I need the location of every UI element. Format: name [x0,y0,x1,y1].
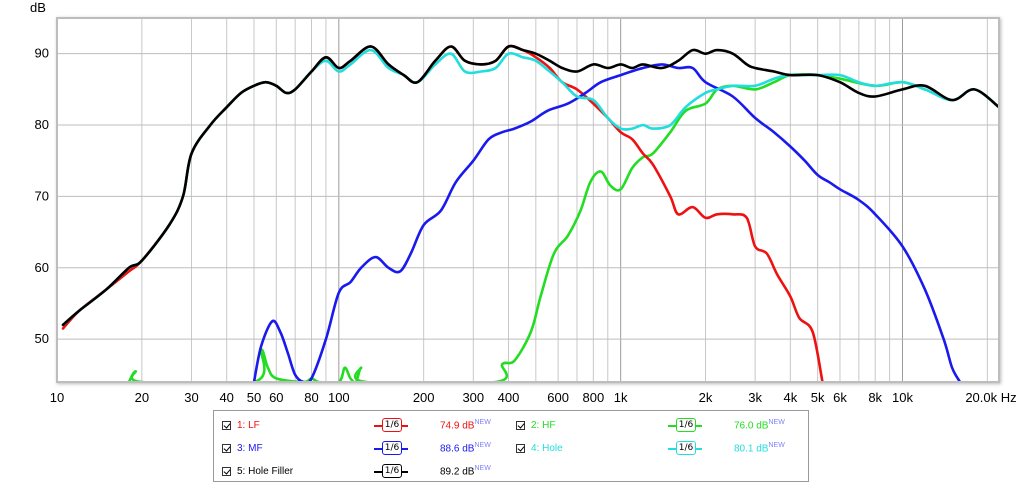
checkbox-icon[interactable] [516,420,525,430]
legend-label: 1: LF [237,419,260,431]
legend-label: 2: HF [531,419,556,431]
smoothing-button-hole-filler[interactable]: 1/6 [374,464,408,478]
legend-panel: 1: LF 1/6 74.9 dBNEW 2: HF 1/6 76.0 dBNE… [213,410,809,482]
level-hole: 80.1 dBNEW [734,442,785,455]
legend-entry-lf[interactable]: 1: LF [222,417,260,433]
x-tick-labels: 10 20 30 40 50 60 80 100 200 300 400 600 800 1k 2k 3k 4k… [50,390,1017,405]
x-tick-label: 8k [868,390,882,405]
x-tick-label: 2k [699,390,713,405]
x-tick-label: 5k [811,390,825,405]
series-line-5-hole-filler [61,44,998,327]
legend-label: 4: Hole [531,442,563,454]
smoothing-button-hole[interactable]: 1/6 [668,441,702,455]
checkbox-icon[interactable] [222,443,231,453]
y-axis-label: dB [30,0,46,15]
x-tick-label: 4k [783,390,797,405]
legend-label: 3: MF [237,442,263,454]
x-tick-label: 40 [219,390,233,405]
level-lf: 74.9 dBNEW [440,419,491,432]
x-tick-label: 30 [184,390,198,405]
checkbox-icon[interactable] [222,420,231,430]
y-tick-label: 50 [35,331,49,346]
x-tick-label: 300 [462,390,484,405]
series-group [61,44,998,381]
x-tick-label: 400 [498,390,520,405]
checkbox-icon[interactable] [222,466,231,476]
legend-entry-hole[interactable]: 4: Hole [516,440,563,456]
x-tick-label: 20 [135,390,149,405]
y-tick-label: 70 [35,188,49,203]
x-tick-label: 6k [833,390,847,405]
x-tick-label: 50 [247,390,261,405]
x-tick-label: 60 [269,390,283,405]
legend-entry-hf[interactable]: 2: HF [516,417,555,433]
legend-entry-hole-filler[interactable]: 5: Hole Filler [222,463,293,479]
checkbox-icon[interactable] [516,443,525,453]
x-tick-label: 100 [328,390,350,405]
x-tick-label: 10 [50,390,64,405]
x-tick-label: 20.0k Hz [965,390,1016,405]
smoothing-button-hf[interactable]: 1/6 [668,418,702,432]
series-line-2-hf [127,73,927,381]
x-tick-label: 3k [748,390,762,405]
y-tick-label: 60 [35,260,49,275]
y-tick-label: 90 [35,46,49,61]
x-tick-label: 200 [413,390,435,405]
level-mf: 88.6 dBNEW [440,442,491,455]
smoothing-button-mf[interactable]: 1/6 [374,441,408,455]
frequency-response-chart: dB 10 20 30 40 50 60 80 100 200 300 400 600 800 1k 2k 3… [30,0,1017,405]
smoothing-button-lf[interactable]: 1/6 [374,418,408,432]
series-line-3-mf [252,63,961,381]
legend-label: 5: Hole Filler [237,465,294,477]
x-tick-label: 10k [892,390,913,405]
y-tick-label: 80 [35,117,49,132]
legend-entry-mf[interactable]: 3: MF [222,440,263,456]
level-hf: 76.0 dBNEW [734,419,785,432]
x-tick-label: 1k [614,390,628,405]
x-tick-label: 800 [582,390,604,405]
x-tick-label: 80 [304,390,318,405]
x-tick-label: 600 [547,390,569,405]
y-tick-labels: 50 60 70 80 90 [35,46,49,346]
level-hole-filler: 89.2 dBNEW [440,465,491,478]
